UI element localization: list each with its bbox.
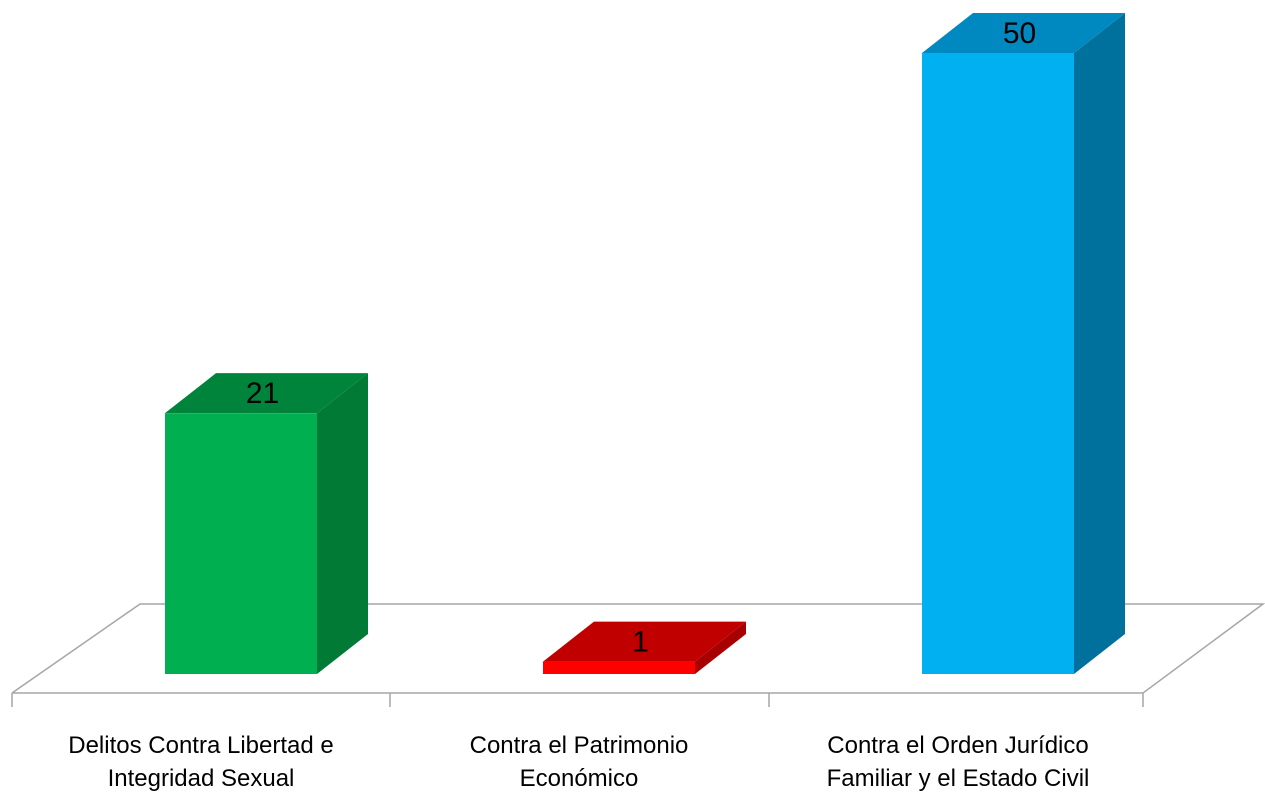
category-label-2: Contra el Orden Jurídico Familiar y el Es…	[827, 732, 1090, 792]
category-label-line: Delitos Contra Libertad e	[68, 732, 333, 759]
data-label-1: 1	[632, 626, 649, 659]
category-label-line: Contra el Patrimonio	[470, 732, 689, 759]
category-label-line: Contra el Orden Jurídico	[827, 732, 1088, 759]
bar-top-face	[543, 621, 746, 662]
bar-front-face	[543, 661, 695, 674]
data-label-0: 21	[246, 377, 279, 410]
bar-front-face	[922, 53, 1074, 674]
bar-front-face	[165, 413, 317, 674]
bar-side-face	[1074, 13, 1125, 674]
chart-floor	[11, 603, 1265, 694]
category-label-line: Familiar y el Estado Civil	[827, 765, 1090, 792]
bar-side-face	[695, 621, 746, 674]
bar-0	[165, 373, 368, 674]
category-label-0: Delitos Contra Libertad e Integridad Sexu…	[68, 732, 333, 792]
category-label-1: Contra el Patrimonio Económico	[470, 732, 689, 792]
category-label-line: Económico	[520, 765, 639, 792]
bar-side-face	[317, 373, 368, 674]
bar-top-face	[922, 13, 1125, 53]
data-label-2: 50	[1003, 17, 1036, 50]
bar-2	[922, 13, 1125, 674]
bar-top-face	[165, 373, 368, 414]
bar-1	[543, 621, 746, 674]
category-label-line: Integridad Sexual	[108, 765, 295, 792]
